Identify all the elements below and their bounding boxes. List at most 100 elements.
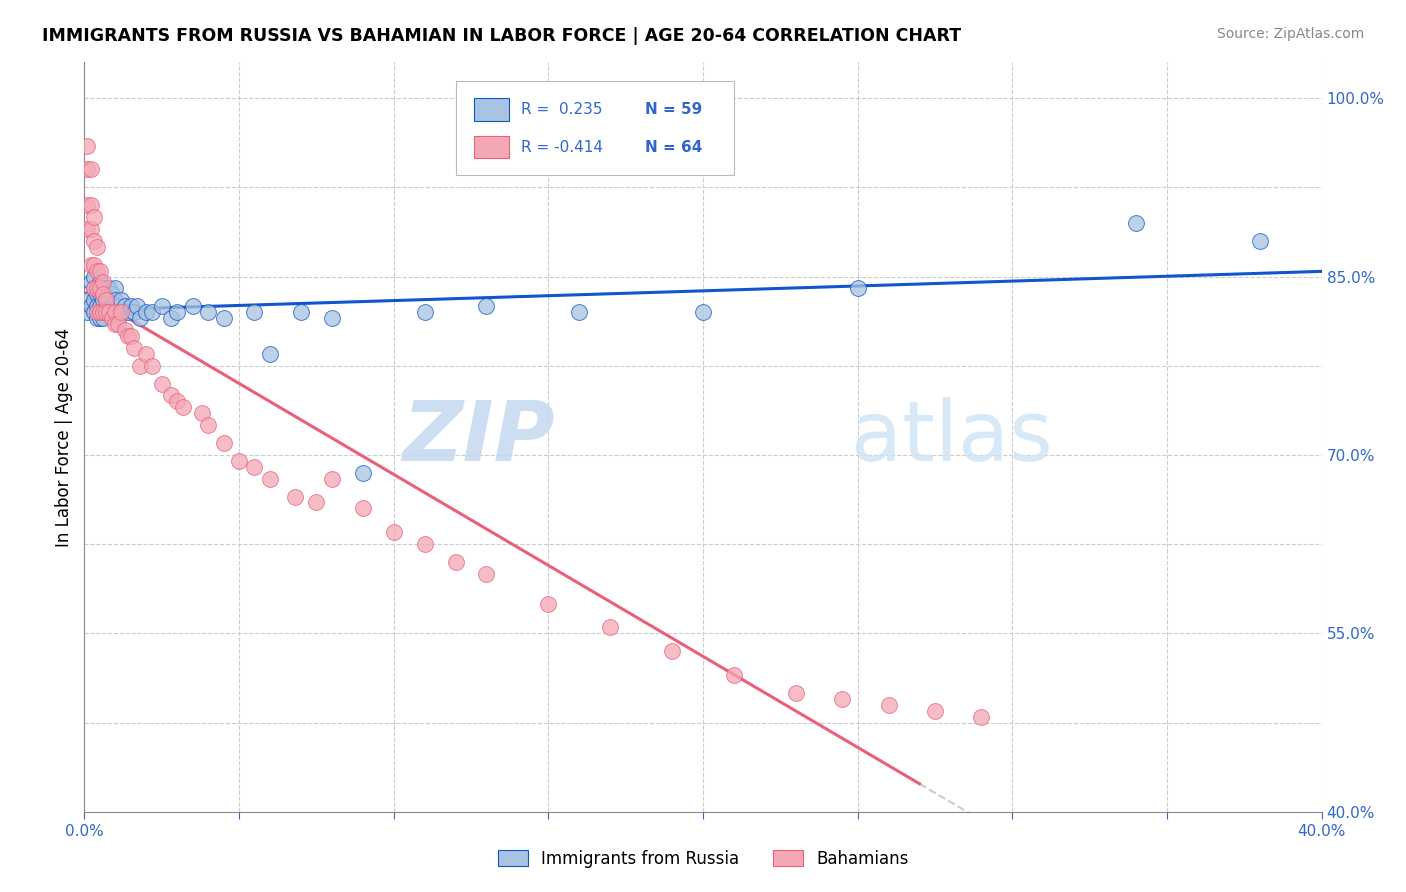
Point	[89, 305, 111, 319]
Point	[352, 466, 374, 480]
Point	[76, 293, 98, 308]
Legend: Immigrants from Russia, Bahamians: Immigrants from Russia, Bahamians	[491, 844, 915, 875]
Point	[181, 299, 204, 313]
Point	[259, 347, 281, 361]
Point	[243, 305, 266, 319]
Point	[79, 276, 101, 290]
Point	[89, 305, 111, 319]
Point	[129, 359, 152, 373]
Point	[120, 299, 142, 313]
Point	[321, 472, 343, 486]
Point	[197, 418, 219, 433]
Point	[321, 311, 343, 326]
Point	[83, 234, 105, 248]
Point	[107, 317, 129, 331]
Point	[305, 495, 328, 509]
Point	[83, 269, 105, 284]
Point	[444, 555, 467, 569]
Point	[79, 198, 101, 212]
Point	[86, 240, 108, 254]
Point	[89, 287, 111, 301]
Point	[599, 620, 621, 634]
Y-axis label: In Labor Force | Age 20-64: In Labor Force | Age 20-64	[55, 327, 73, 547]
Point	[141, 359, 163, 373]
Point	[89, 311, 111, 326]
Point	[86, 263, 108, 277]
Point	[212, 436, 235, 450]
Point	[91, 311, 114, 326]
Point	[125, 299, 148, 313]
Text: N = 59: N = 59	[645, 103, 702, 117]
Point	[83, 281, 105, 295]
Point	[785, 686, 807, 700]
Point	[76, 222, 98, 236]
Point	[91, 276, 114, 290]
Text: N = 64: N = 64	[645, 140, 702, 154]
Point	[284, 490, 307, 504]
Point	[110, 305, 132, 319]
Point	[537, 597, 560, 611]
Point	[114, 323, 136, 337]
Point	[172, 401, 194, 415]
Point	[94, 293, 117, 308]
Point	[79, 222, 101, 236]
Point	[290, 305, 312, 319]
Point	[122, 305, 145, 319]
Point	[104, 293, 127, 308]
FancyBboxPatch shape	[474, 136, 509, 159]
Point	[104, 305, 127, 319]
Point	[568, 305, 591, 319]
Point	[83, 210, 105, 224]
Point	[191, 406, 214, 420]
Point	[122, 341, 145, 355]
Point	[86, 311, 108, 326]
Point	[1125, 216, 1147, 230]
Point	[1249, 234, 1271, 248]
Point	[135, 305, 157, 319]
Point	[212, 311, 235, 326]
Point	[475, 299, 498, 313]
FancyBboxPatch shape	[474, 98, 509, 121]
Point	[110, 293, 132, 308]
Text: Source: ZipAtlas.com: Source: ZipAtlas.com	[1216, 27, 1364, 41]
Point	[104, 317, 127, 331]
Point	[101, 311, 124, 326]
Text: R =  0.235: R = 0.235	[522, 103, 603, 117]
Point	[107, 311, 129, 326]
Point	[98, 305, 121, 319]
Point	[83, 305, 105, 319]
Point	[91, 293, 114, 308]
Point	[846, 281, 869, 295]
Point	[101, 287, 124, 301]
Point	[150, 376, 173, 391]
Point	[117, 329, 139, 343]
Point	[76, 305, 98, 319]
Point	[76, 138, 98, 153]
Point	[86, 281, 108, 295]
Point	[877, 698, 900, 712]
Point	[89, 276, 111, 290]
Point	[94, 305, 117, 319]
Point	[243, 459, 266, 474]
Point	[129, 311, 152, 326]
Point	[692, 305, 714, 319]
Point	[98, 305, 121, 319]
Point	[101, 299, 124, 313]
Point	[150, 299, 173, 313]
Point	[98, 293, 121, 308]
Point	[723, 668, 745, 682]
Point	[352, 501, 374, 516]
Point	[91, 305, 114, 319]
FancyBboxPatch shape	[456, 81, 734, 175]
Point	[107, 299, 129, 313]
Point	[98, 281, 121, 295]
Point	[89, 299, 111, 313]
Point	[924, 704, 946, 718]
Point	[79, 258, 101, 272]
Point	[83, 293, 105, 308]
Point	[831, 691, 853, 706]
Point	[76, 198, 98, 212]
Point	[104, 281, 127, 295]
Point	[970, 709, 993, 723]
Point	[79, 162, 101, 177]
